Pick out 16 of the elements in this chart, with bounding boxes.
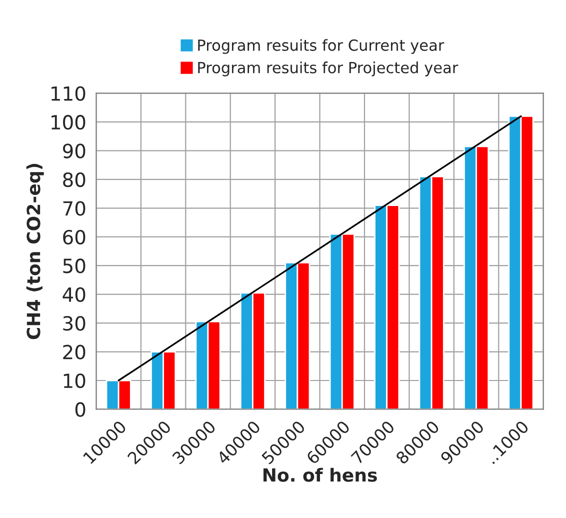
y-tick-label: 100	[52, 114, 86, 130]
y-tick-label: 90	[62, 144, 86, 158]
y-tick-label: 10	[64, 373, 86, 388]
y-axis-title: CH4 (ton CO2-eq)	[26, 164, 44, 340]
legend-label: Program resuits for Current year	[198, 39, 444, 54]
x-axis-title: No. of hens	[264, 468, 377, 482]
y-tick-label: 60	[63, 230, 86, 245]
y-tick-label: 30	[63, 316, 86, 331]
y-tick-label: 70	[63, 201, 86, 216]
y-tick-label: 0	[75, 402, 86, 417]
y-tick-label: 50	[63, 258, 86, 274]
y-tick-label: 80	[63, 172, 86, 188]
y-tick-label: 20	[63, 344, 86, 360]
y-tick-label: 40	[62, 287, 86, 302]
y-tick-label: 110	[52, 86, 86, 101]
legend-label: Program resuits for Projected year	[198, 62, 458, 76]
